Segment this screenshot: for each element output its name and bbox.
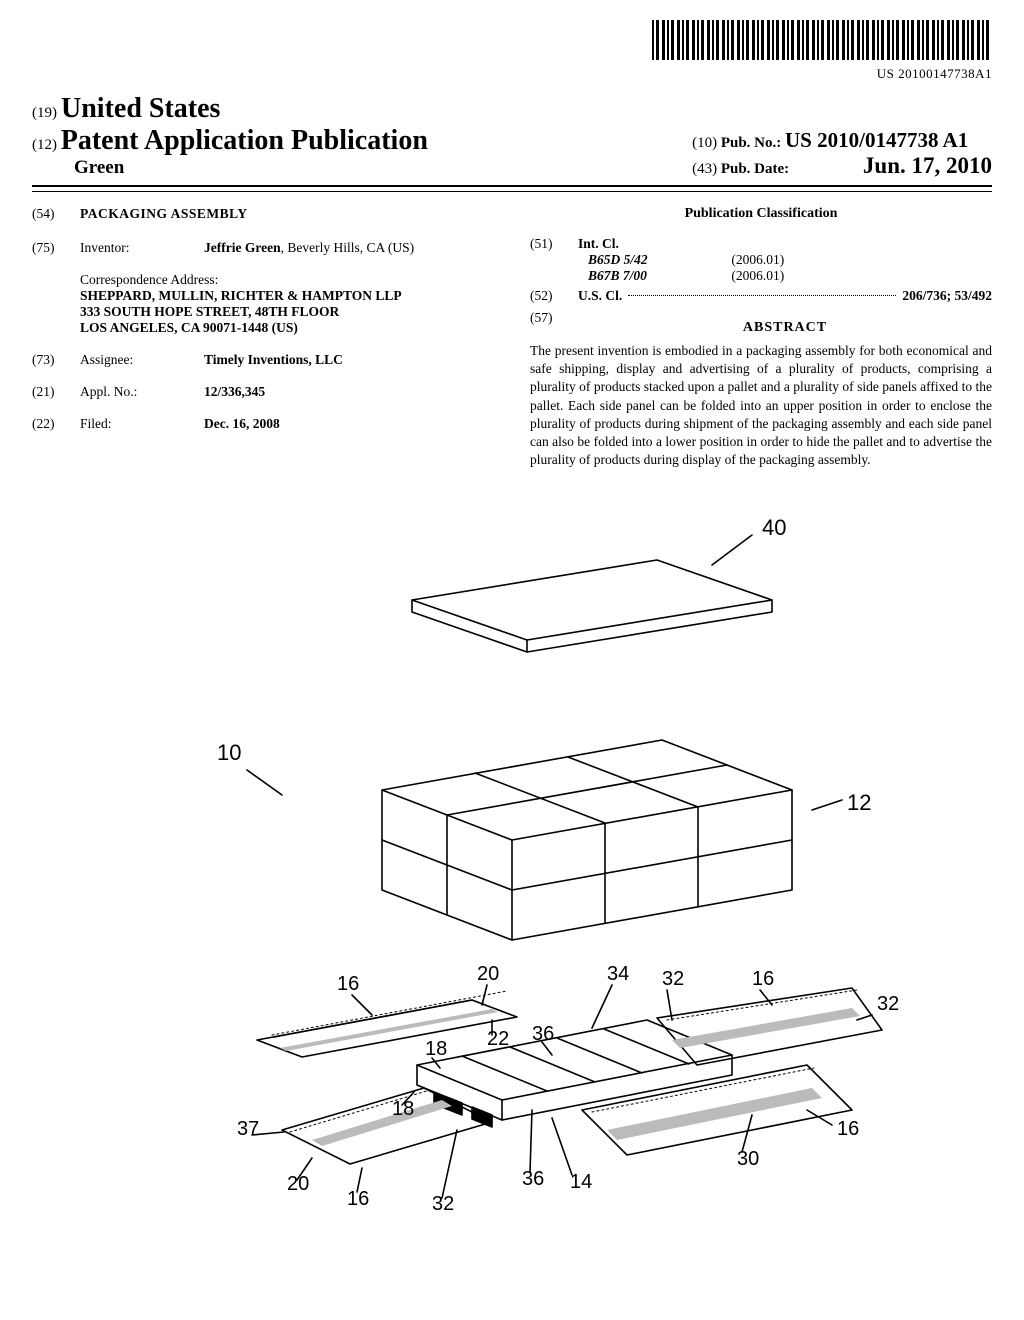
fig-boxes: 10 12 bbox=[217, 740, 871, 940]
label-20b: 20 bbox=[287, 1173, 309, 1195]
field-73: (73) Assignee: Timely Inventions, LLC bbox=[32, 352, 494, 368]
inventor-value: Jeffrie Green, Beverly Hills, CA (US) bbox=[204, 240, 494, 256]
fig-topcap: 40 bbox=[412, 515, 786, 652]
field-21: (21) Appl. No.: 12/336,345 bbox=[32, 384, 494, 400]
abstract-wrap: ABSTRACT bbox=[578, 310, 992, 342]
ipc1-ver: (2006.01) bbox=[731, 252, 784, 267]
field-22: (22) Filed: Dec. 16, 2008 bbox=[32, 416, 494, 432]
prefix-12: (12) bbox=[32, 137, 57, 153]
ipc2-code: B67B 7/00 bbox=[588, 268, 728, 284]
label-18b: 18 bbox=[392, 1098, 414, 1120]
prefix-22: (22) bbox=[32, 416, 80, 432]
label-16d: 16 bbox=[347, 1188, 369, 1210]
patent-page: US 20100147738A1 (19) United States (12)… bbox=[2, 0, 1022, 1255]
label-12: 12 bbox=[847, 790, 871, 815]
uscl-value: 206/736; 53/492 bbox=[902, 288, 992, 304]
field-51: (51) Int. Cl. B65D 5/42 (2006.01) B67B 7… bbox=[530, 236, 992, 284]
intcl-label: Int. Cl. bbox=[578, 236, 992, 252]
figure-area: 40 10 bbox=[32, 510, 992, 1235]
label-32b: 32 bbox=[877, 993, 899, 1015]
biblio-columns: (54) PACKAGING ASSEMBLY (75) Inventor: J… bbox=[32, 206, 992, 470]
label-30: 30 bbox=[737, 1148, 759, 1170]
label-16b: 16 bbox=[752, 968, 774, 990]
prefix-75: (75) bbox=[32, 240, 80, 256]
prefix-43: (43) bbox=[692, 161, 717, 177]
label-22: 22 bbox=[487, 1028, 509, 1050]
left-column: (54) PACKAGING ASSEMBLY (75) Inventor: J… bbox=[32, 206, 494, 470]
intcl-body: Int. Cl. B65D 5/42 (2006.01) B67B 7/00 (… bbox=[578, 236, 992, 284]
label-14: 14 bbox=[570, 1171, 592, 1193]
patent-figure: 40 10 bbox=[112, 510, 912, 1230]
field-52: (52) U.S. Cl. 206/736; 53/492 bbox=[530, 288, 992, 304]
ipc1-code: B65D 5/42 bbox=[588, 252, 728, 268]
label-40: 40 bbox=[762, 515, 786, 540]
correspondence-address: Correspondence Address: SHEPPARD, MULLIN… bbox=[80, 272, 494, 336]
corr-line2: 333 SOUTH HOPE STREET, 48TH FLOOR bbox=[80, 304, 494, 320]
right-column: Publication Classification (51) Int. Cl.… bbox=[530, 206, 992, 470]
publication-date: Jun. 17, 2010 bbox=[863, 153, 992, 178]
header: (19) United States (12) Patent Applicati… bbox=[32, 93, 992, 187]
fig-pallet: 16 20 34 32 16 32 36 22 bbox=[237, 963, 899, 1215]
header-right: (10) Pub. No.: US 2010/0147738 A1 (43) P… bbox=[692, 128, 992, 179]
inventor-label: Inventor: bbox=[80, 240, 204, 256]
invention-title: PACKAGING ASSEMBLY bbox=[80, 206, 248, 222]
label-37: 37 bbox=[237, 1118, 259, 1140]
inventor-loc: , Beverly Hills, CA (US) bbox=[281, 240, 415, 255]
corr-label: Correspondence Address: bbox=[80, 272, 494, 288]
prefix-19: (19) bbox=[32, 105, 57, 121]
uscl-label: U.S. Cl. bbox=[578, 288, 622, 304]
label-20a: 20 bbox=[477, 963, 499, 985]
label-34: 34 bbox=[607, 963, 629, 985]
field-54: (54) PACKAGING ASSEMBLY bbox=[32, 206, 494, 222]
barcode-section: US 20100147738A1 bbox=[32, 20, 992, 83]
inventor-name: Jeffrie Green bbox=[204, 240, 281, 255]
publication-number: US 2010/0147738 A1 bbox=[785, 128, 968, 152]
abstract-body: The present invention is embodied in a p… bbox=[530, 342, 992, 470]
prefix-21: (21) bbox=[32, 384, 80, 400]
barcode-label: US 20100147738A1 bbox=[877, 66, 992, 81]
dots bbox=[628, 295, 896, 296]
assignee-label: Assignee: bbox=[80, 352, 204, 368]
label-16a: 16 bbox=[337, 973, 359, 995]
applno-label: Appl. No.: bbox=[80, 384, 204, 400]
prefix-57: (57) bbox=[530, 310, 578, 342]
publication-type: Patent Application Publication bbox=[61, 125, 428, 156]
pubdate-label: Pub. Date: bbox=[721, 161, 789, 177]
field-75: (75) Inventor: Jeffrie Green, Beverly Hi… bbox=[32, 240, 494, 256]
label-18a: 18 bbox=[425, 1038, 447, 1060]
prefix-73: (73) bbox=[32, 352, 80, 368]
barcode bbox=[652, 20, 992, 60]
country: United States bbox=[61, 93, 220, 124]
ipc2-ver: (2006.01) bbox=[731, 268, 784, 283]
prefix-10: (10) bbox=[692, 135, 717, 151]
inventor-last-name: Green bbox=[74, 157, 692, 179]
label-10: 10 bbox=[217, 740, 241, 765]
label-36a: 36 bbox=[532, 1023, 554, 1045]
filed-label: Filed: bbox=[80, 416, 204, 432]
label-16c: 16 bbox=[837, 1118, 859, 1140]
assignee-value: Timely Inventions, LLC bbox=[204, 352, 494, 368]
corr-line1: SHEPPARD, MULLIN, RICHTER & HAMPTON LLP bbox=[80, 288, 494, 304]
prefix-52: (52) bbox=[530, 288, 578, 304]
filed-value: Dec. 16, 2008 bbox=[204, 416, 494, 432]
uscl-body: U.S. Cl. 206/736; 53/492 bbox=[578, 288, 992, 304]
pubno-label: Pub. No.: bbox=[721, 135, 781, 151]
label-36b: 36 bbox=[522, 1168, 544, 1190]
header-left: (19) United States (12) Patent Applicati… bbox=[32, 93, 692, 179]
prefix-51: (51) bbox=[530, 236, 578, 284]
separator bbox=[32, 191, 992, 192]
publication-classification-head: Publication Classification bbox=[530, 206, 992, 222]
label-32a: 32 bbox=[662, 968, 684, 990]
applno-value: 12/336,345 bbox=[204, 384, 494, 400]
field-57: (57) ABSTRACT bbox=[530, 310, 992, 342]
prefix-54: (54) bbox=[32, 206, 80, 222]
corr-line3: LOS ANGELES, CA 90071-1448 (US) bbox=[80, 320, 494, 336]
abstract-head: ABSTRACT bbox=[578, 320, 992, 336]
